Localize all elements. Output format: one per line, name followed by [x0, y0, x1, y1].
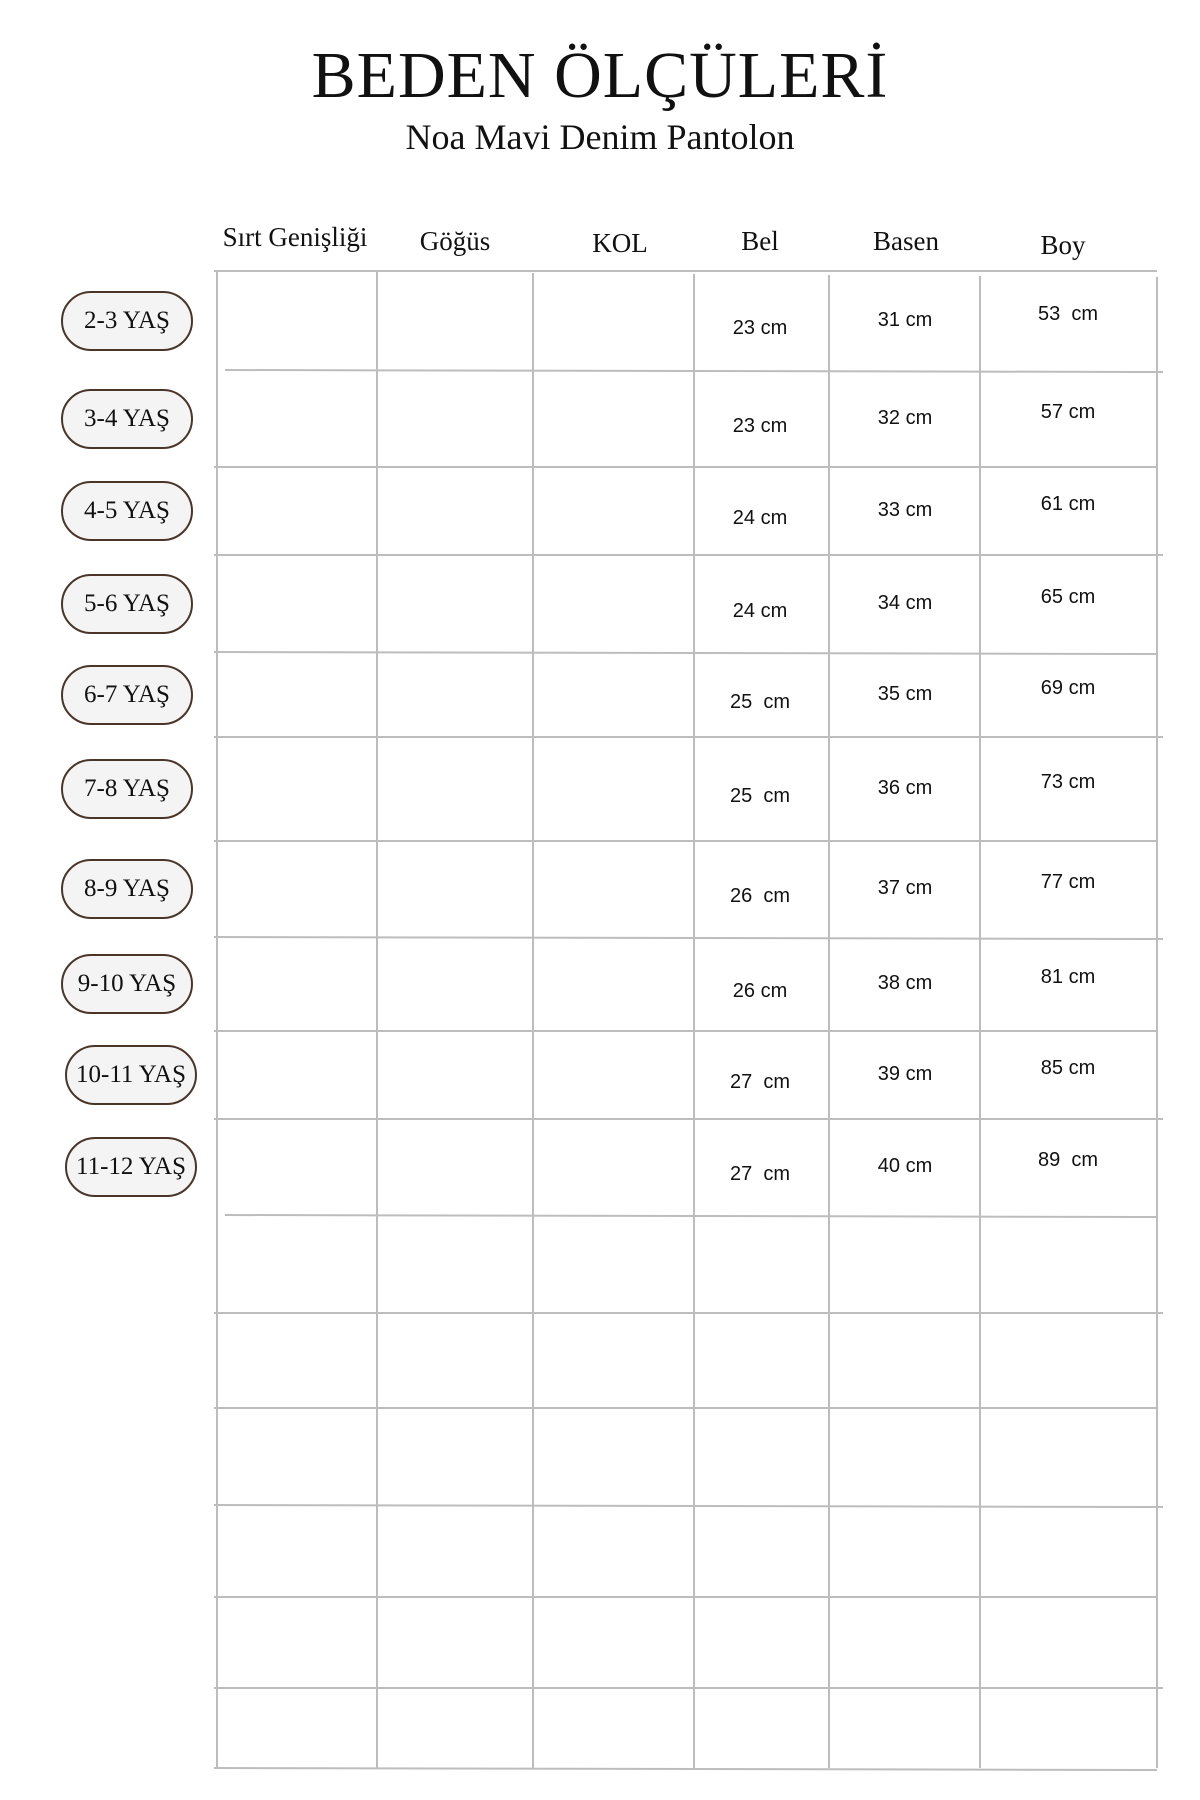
- measurement-boy: 77 cm: [1040, 871, 1096, 893]
- measurement-bel: 25 cm: [729, 690, 791, 713]
- measurement-basen: 37 cm: [877, 877, 933, 899]
- row-divider: [213, 936, 1164, 940]
- measurement-boy: 89 cm: [1037, 1149, 1099, 1171]
- column-header: Boy: [1040, 230, 1086, 260]
- measurement-boy: 69 cm: [1040, 676, 1096, 699]
- size-label: 9-10 YAŞ: [61, 954, 193, 1014]
- measurement-basen: 36 cm: [877, 777, 933, 799]
- measurement-boy: 65 cm: [1040, 585, 1096, 608]
- measurement-bel: 23 cm: [732, 316, 788, 339]
- row-divider: [224, 369, 1164, 373]
- size-label: 8-9 YAŞ: [61, 859, 193, 919]
- column-header: Bel: [741, 226, 779, 256]
- measurement-basen: 40 cm: [877, 1155, 933, 1177]
- measurement-basen: 33 cm: [877, 499, 933, 521]
- size-label: 10-11 YAŞ: [65, 1045, 197, 1105]
- size-label: 6-7 YAŞ: [61, 664, 193, 725]
- measurement-bel: 27 cm: [729, 1071, 791, 1093]
- size-label: 2-3 YAŞ: [61, 290, 193, 351]
- row-divider: [213, 651, 1158, 655]
- measurement-bel: 26 cm: [732, 980, 788, 1002]
- measurement-bel: 26 cm: [729, 885, 791, 907]
- page-title: BEDEN ÖLÇÜLERİ: [311, 39, 889, 112]
- measurement-bel: 25 cm: [729, 785, 791, 807]
- measurement-boy: 81 cm: [1040, 966, 1096, 988]
- measurement-bel: 27 cm: [729, 1163, 791, 1185]
- size-label: 4-5 YAŞ: [61, 481, 193, 541]
- column-header: Göğüs: [419, 226, 491, 256]
- row-divider: [224, 1214, 1158, 1218]
- measurement-boy: 57 cm: [1040, 400, 1096, 423]
- measurement-boy: 73 cm: [1040, 771, 1096, 793]
- size-label: 11-12 YAŞ: [65, 1137, 197, 1197]
- measurement-bel: 23 cm: [732, 414, 788, 437]
- measurement-bel: 24 cm: [732, 507, 788, 529]
- measurement-boy: 61 cm: [1040, 493, 1096, 515]
- column-header: Basen: [873, 226, 939, 256]
- measurement-basen: 38 cm: [877, 972, 933, 994]
- size-label: 5-6 YAŞ: [61, 573, 193, 634]
- measurement-basen: 39 cm: [877, 1063, 933, 1085]
- measurement-basen: 31 cm: [877, 308, 933, 331]
- row-divider: [213, 1767, 1158, 1771]
- measurement-bel: 24 cm: [732, 599, 788, 622]
- row-divider: [213, 1504, 1164, 1508]
- measurement-boy: 85 cm: [1040, 1057, 1096, 1079]
- measurement-basen: 34 cm: [877, 591, 933, 614]
- size-label: 7-8 YAŞ: [61, 759, 193, 819]
- size-label: 3-4 YAŞ: [61, 388, 193, 449]
- measurement-basen: 32 cm: [877, 406, 933, 429]
- column-header: KOL: [592, 228, 648, 258]
- product-subtitle: Noa Mavi Denim Pantolon: [405, 117, 795, 157]
- measurement-boy: 53 cm: [1037, 302, 1099, 325]
- column-header: Sırt Genişliği: [222, 222, 368, 252]
- measurement-basen: 35 cm: [877, 682, 933, 705]
